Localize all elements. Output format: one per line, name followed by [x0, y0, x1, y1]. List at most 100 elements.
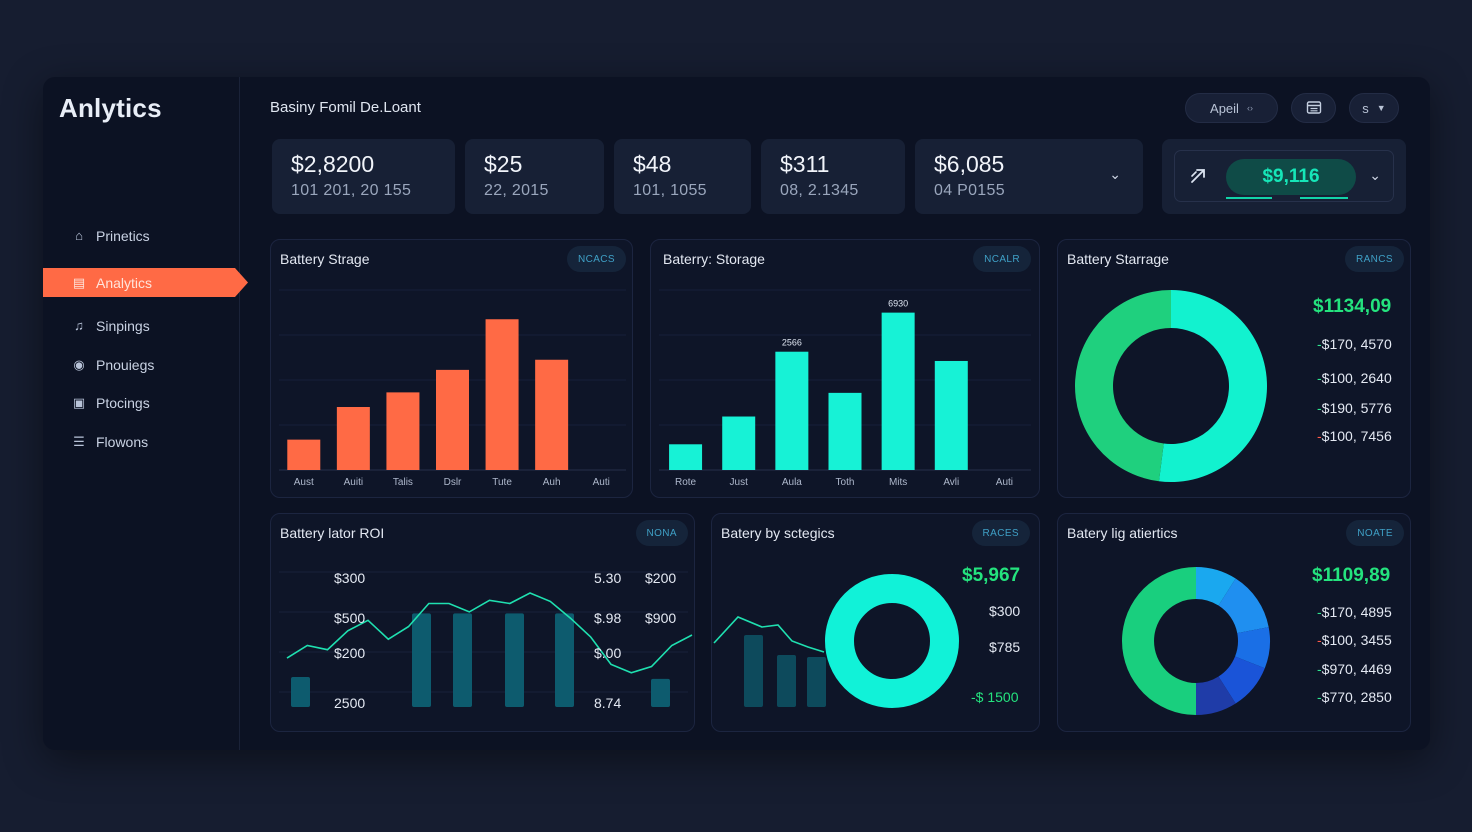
value-row: -$100, 3455 — [1317, 632, 1392, 648]
card-battery-starrage: Battery Starrage RANCS $1134,09 -$170, 4… — [1057, 239, 1411, 498]
card-batery-lig-atiertics: Batery lig atiertics NOATE $1109,89 -$17… — [1057, 513, 1411, 732]
stat-card[interactable]: $25 22, 2015 — [465, 139, 604, 214]
stat-card[interactable]: $2,8200 101 201, 20 155 — [272, 139, 455, 214]
data-label: 2566 — [782, 338, 802, 348]
combo-chart — [279, 571, 693, 707]
card-title: Battery Starrage — [1067, 251, 1169, 267]
value-label: $300 — [989, 603, 1021, 619]
value-sign: - — [1317, 336, 1322, 352]
stat-card[interactable]: $311 08, 2.1345 — [761, 139, 905, 214]
donut-chart — [1075, 290, 1267, 482]
value-row: -$100, 2640 — [1317, 370, 1392, 386]
stat-value: $311 — [780, 151, 830, 177]
roi-bar[interactable] — [505, 613, 524, 707]
bar-avli[interactable] — [934, 360, 968, 470]
roi-bar[interactable] — [555, 613, 574, 707]
bar-talis[interactable] — [386, 392, 420, 470]
ring-slice-0 — [825, 574, 959, 708]
x-tick-label: Auti — [996, 477, 1013, 488]
x-tick-label: Auti — [593, 477, 610, 488]
currency-select[interactable]: s ▼ — [1349, 93, 1399, 123]
period-select[interactable]: Apeil ‹› — [1185, 93, 1278, 123]
promo-value-button[interactable]: $9,116 — [1226, 159, 1356, 195]
value-amount: $170, 4895 — [1321, 604, 1392, 620]
period-label: Apeil — [1210, 100, 1239, 116]
y-tick-label: 2500 — [334, 695, 366, 711]
promo-panel: $9,116 ⌄ — [1174, 150, 1394, 202]
donut-slice-2[interactable] — [1218, 578, 1269, 634]
card-badge[interactable]: NONA — [635, 520, 688, 546]
value-amount: $100, 7456 — [1321, 428, 1392, 444]
x-tick-label: Rote — [675, 477, 697, 488]
card-badge[interactable]: NOATE — [1346, 520, 1404, 546]
sidebar-item-flowons[interactable]: ☰ Flowons — [43, 427, 248, 456]
card-battery-lator-roi: Battery lator ROI NONA $300 $500 $200 2500 5… — [270, 513, 695, 732]
sidebar-item-label: Sinpings — [96, 317, 150, 334]
stat-card[interactable]: $48 101, 1055 — [614, 139, 751, 214]
analytics-icon: ▤ — [72, 274, 86, 290]
calendar-button[interactable] — [1291, 93, 1336, 123]
donut-slice-1[interactable] — [1075, 290, 1171, 482]
roi-bar[interactable] — [412, 613, 431, 707]
chevron-down-icon[interactable]: ⌄ — [1109, 166, 1121, 182]
value-sign: - — [1317, 400, 1322, 416]
sidebar-item-ptocings[interactable]: ▣ Ptocings — [43, 388, 248, 417]
strategy-bar[interactable] — [744, 635, 763, 707]
donut-slice-1[interactable] — [1196, 567, 1236, 606]
bar-toth[interactable] — [828, 392, 862, 470]
donut-slice-4[interactable] — [1218, 656, 1265, 704]
bar-aust[interactable] — [287, 439, 321, 470]
card-title: Baterry: Storage — [663, 251, 765, 267]
clock-icon: ◉ — [73, 356, 85, 372]
bar-auiti[interactable] — [336, 407, 370, 470]
stat-value: $48 — [633, 151, 672, 177]
stat-value: $25 — [484, 151, 523, 177]
value-amount: $970, 4469 — [1321, 661, 1392, 677]
strategy-bar[interactable] — [807, 657, 826, 707]
roi-bar[interactable] — [651, 678, 670, 707]
brand-logo: Anlytics — [59, 93, 162, 123]
donut-slice-3[interactable] — [1235, 627, 1270, 669]
stat-value: $6,085 — [934, 151, 1005, 177]
roi-bar[interactable] — [291, 677, 310, 707]
donut-slice-5[interactable] — [1196, 676, 1236, 715]
trend-arrow-icon — [1189, 165, 1209, 190]
x-tick-label: Avli — [943, 477, 959, 488]
caret-down-icon: ▼ — [1376, 103, 1386, 113]
chevron-down-icon[interactable]: ⌄ — [1369, 167, 1381, 183]
card-battery-strage: Battery Strage NCACS Aust Auiti Talis Dslr T… — [270, 239, 633, 498]
bar-dslr[interactable] — [436, 369, 469, 470]
sidebar-item-sinpings[interactable]: ♫ Sinpings — [43, 311, 248, 340]
sidebar-item-pnouiegs[interactable]: ◉ Pnouiegs — [43, 350, 248, 379]
card-badge[interactable]: RACES — [971, 520, 1030, 546]
value-row: -$970, 4469 — [1317, 661, 1392, 677]
bar-aula[interactable] — [775, 351, 809, 470]
bar-tute[interactable] — [485, 319, 519, 470]
sidebar: Anlytics ⌂ Prinetics ▤ Analytics ♫ Sinpings ◉ P… — [43, 77, 248, 750]
sidebar-item-label: Flowons — [96, 433, 149, 450]
card-badge[interactable]: RANCS — [1344, 246, 1404, 272]
x-tick-label: Mits — [889, 477, 907, 488]
value-label: $900 — [645, 610, 677, 626]
value-amount: $770, 2850 — [1321, 689, 1392, 705]
x-tick-label: Auh — [543, 477, 561, 488]
bar-mits[interactable] — [881, 312, 915, 470]
bar-rote[interactable] — [669, 444, 703, 470]
clipboard-icon: ▣ — [72, 394, 86, 410]
value-sign: - — [1317, 604, 1322, 620]
roi-bar[interactable] — [453, 613, 472, 707]
bar-auh[interactable] — [535, 359, 569, 470]
sidebar-item-analytics[interactable]: ▤ Analytics — [43, 268, 248, 297]
card-badge[interactable]: NCACS — [566, 246, 626, 272]
x-tick-label: Dslr — [444, 477, 462, 488]
donut-chart-multi — [1122, 567, 1270, 715]
card-title: Batery by sctegics — [721, 525, 835, 541]
donut-slice-0[interactable] — [1122, 567, 1196, 715]
donut-slice-0[interactable] — [1158, 290, 1267, 482]
strategy-bar[interactable] — [777, 655, 796, 707]
stat-subtext: 22, 2015 — [484, 182, 549, 199]
card-badge[interactable]: NCALR — [973, 246, 1031, 272]
bar-just[interactable] — [722, 416, 756, 470]
stat-card[interactable]: $6,085 04 P0155 ⌄ — [915, 139, 1143, 214]
sidebar-item-prinetics[interactable]: ⌂ Prinetics — [43, 221, 248, 250]
